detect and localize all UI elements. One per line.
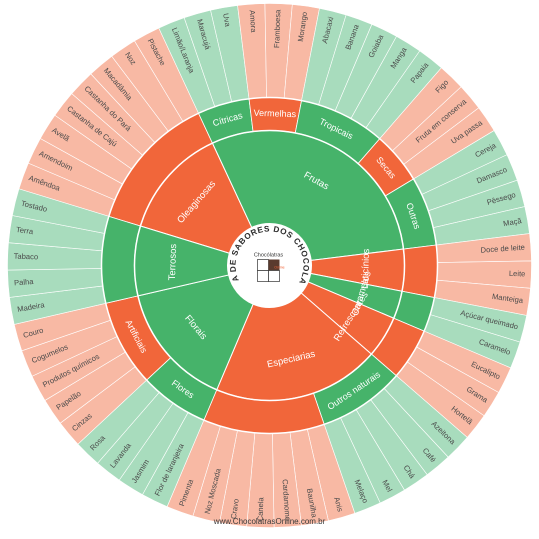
leaf-label-framboesa: Framboesa (272, 9, 282, 48)
footer-url: www.ChocolatrasOnline.com.br (213, 517, 326, 526)
subcategory-label-vermelhas: Vermelhas (253, 108, 296, 119)
logo-square-light-2 (257, 270, 269, 282)
wheel-segments (7, 3, 532, 528)
leaf-label-terra: Terra (15, 225, 34, 236)
logo: Chocólatras Online (254, 253, 285, 282)
leaf-label-cravo: Cravo (229, 498, 241, 519)
subcategory-segment-laticinios-0[interactable] (401, 244, 438, 299)
leaf-label-canela: Canela (256, 496, 266, 521)
leaf-label-morango: Morango (296, 11, 309, 42)
leaf-label-cardamomo: Cardamomo (280, 479, 292, 521)
logo-square-light-3 (268, 270, 280, 282)
logo-subtext: Online (274, 266, 284, 270)
leaf-label-manteiga: Manteiga (492, 292, 525, 305)
category-label-terrosos: Terrosos (167, 243, 179, 280)
leaf-label-palha: Palha (14, 277, 35, 287)
leaf-label-doce-de-leite: Doce de leite (480, 243, 525, 255)
leaf-label-uva: Uva (221, 13, 232, 29)
leaf-label-tabaco: Tabaco (14, 252, 39, 262)
logo-text: Chocólatras (254, 253, 284, 259)
leaf-label-anis: Anis (332, 496, 345, 513)
logo-square-light (257, 259, 269, 271)
leaf-label-maca: Maçã (502, 216, 523, 228)
leaf-label-leite: Leite (509, 269, 526, 279)
category-label-laticinios: Laticínios (360, 248, 372, 289)
ring-divider-inner (133, 129, 406, 402)
logo-square-dark (268, 259, 280, 271)
ring-divider-outer (100, 96, 439, 435)
leaf-label-amora: Amora (248, 10, 259, 34)
